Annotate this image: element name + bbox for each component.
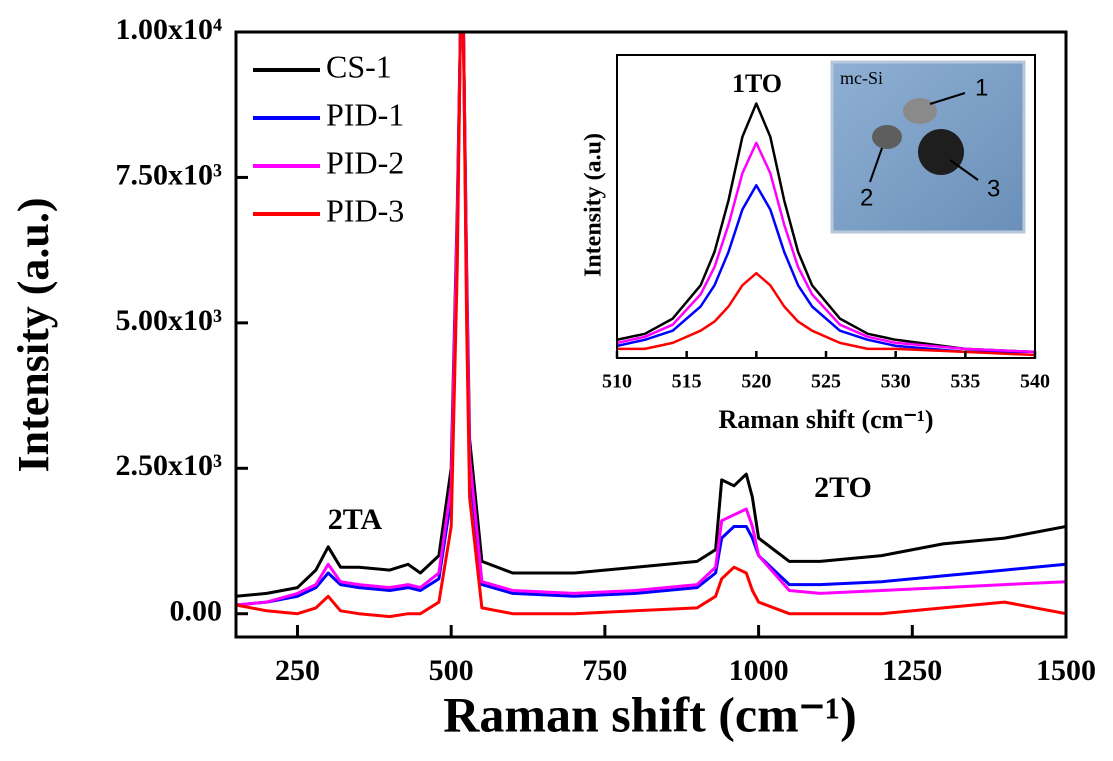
sample-picture: mc-Si 1 2 3 [832,62,1024,232]
x-axis-title: Raman shift (cm⁻¹) [443,686,857,742]
legend-label: PID-2 [326,144,404,180]
spot [918,129,964,175]
x-tick-label: 510 [602,371,632,393]
picture-label: 3 [987,175,1000,202]
spot [872,125,902,149]
legend-label: PID-1 [326,96,404,132]
annotation: 2TO [814,471,872,504]
y-tick-label: 0.00 [170,595,223,628]
annotation: 1TO [732,69,782,98]
x-tick-label: 500 [429,654,474,687]
y-tick-label: 1.00x10⁴ [116,13,223,46]
x-tick-label: 250 [275,654,320,687]
x-tick-label: 1000 [729,654,789,687]
y-tick-label: 5.00x10³ [116,304,223,337]
inset-x-axis-title: Raman shift (cm⁻¹) [718,405,933,434]
picture-label: 1 [975,74,988,101]
picture-label: mc-Si [840,68,883,88]
spot [903,98,937,124]
y-tick-label: 7.50x10³ [116,158,223,191]
annotation: 2TA [328,503,383,536]
picture-label: 2 [860,184,873,211]
y-tick-label: 2.50x10³ [116,449,223,482]
x-tick-label: 535 [950,371,980,393]
x-tick-label: 540 [1020,371,1050,393]
y-axis-title: Intensity (a.u.) [9,197,58,472]
chart: Raman shift (cm⁻¹) Intensity (a.u.) 2TA … [0,0,1113,761]
x-tick-label: 1250 [882,654,942,687]
legend-label: CS-1 [326,48,392,84]
x-tick-label: 1500 [1036,654,1096,687]
x-tick-label: 520 [741,371,771,393]
inset-y-axis-title: Intensity (a.u) [581,133,607,277]
x-tick-label: 515 [672,371,702,393]
x-tick-label: 525 [811,371,841,393]
x-tick-label: 750 [582,654,627,687]
legend-label: PID-3 [326,192,404,228]
x-tick-label: 530 [881,371,911,393]
